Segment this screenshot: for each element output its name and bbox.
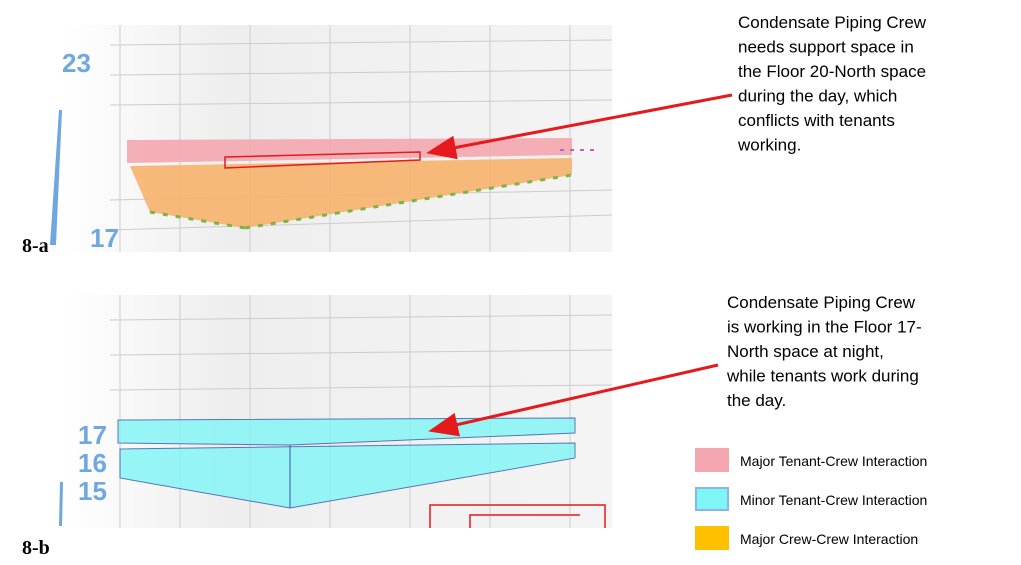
render-b [59,295,612,528]
annotation-line: Condensate Piping Crew [738,13,927,32]
legend-label: Major Crew-Crew Interaction [740,531,918,547]
legend-label: Minor Tenant-Crew Interaction [740,492,927,508]
annotation-line: working. [737,136,801,155]
annotation-line: the Floor 20-North space [738,62,926,81]
legend-swatch [695,448,729,472]
annotation: Condensate Piping Crew is working in the … [726,293,922,410]
annotation-line: needs support space in [738,38,914,57]
panel-label: 8-a [22,235,49,257]
annotation-line: Condensate Piping Crew [727,293,916,312]
annotation: Condensate Piping Crew needs support spac… [737,13,927,155]
legend: Major Tenant-Crew Interaction Minor Tena… [695,448,927,550]
floor-label: 15 [78,476,107,506]
annotation-line: is working in the Floor 17- [727,318,922,337]
floor-label: 23 [62,48,91,78]
render-a [50,25,612,252]
figure: 23 17 17 16 15 8-a 8-b Condensate Piping… [0,0,1021,565]
floor-label: 17 [90,223,119,253]
annotation-line: North space at night, [727,342,884,361]
legend-swatch [696,488,728,510]
annotation-line: during the day, which [738,87,897,106]
floor-label: 17 [78,420,107,450]
floor-label: 16 [78,448,107,478]
legend-label: Major Tenant-Crew Interaction [740,453,927,469]
legend-swatch [695,526,729,550]
annotation-line: conflicts with tenants [738,111,895,130]
annotation-line: while tenants work during [726,367,919,386]
panel-label: 8-b [22,537,50,559]
annotation-line: the day. [727,391,786,410]
